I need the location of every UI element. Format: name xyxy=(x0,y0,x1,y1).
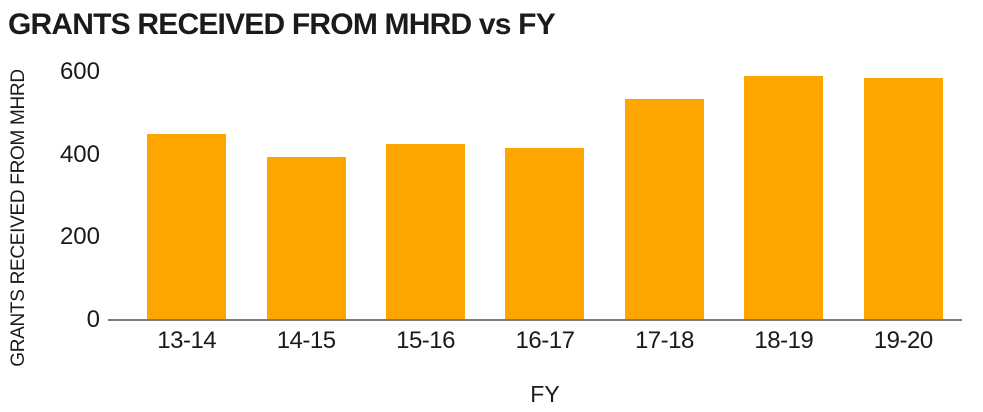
x-axis-ticks: 13-14 14-15 15-16 16-17 17-18 18-19 19-20 xyxy=(127,327,963,355)
chart-title: GRANTS RECEIVED FROM MHRD vs FY xyxy=(8,8,556,41)
x-tick-label: 17-18 xyxy=(634,327,694,354)
bar-band xyxy=(844,72,963,320)
bar-band xyxy=(724,72,843,320)
x-tick-label: 18-19 xyxy=(754,327,814,354)
bar-17-18 xyxy=(624,98,704,320)
plot-area: 0 200 400 600 13-14 14-15 15-16 16-17 17-18 18-1… xyxy=(60,58,963,354)
bar-band xyxy=(127,72,246,320)
bar-14-15 xyxy=(266,156,346,320)
y-tick-label: 200 xyxy=(59,223,100,251)
bar-band xyxy=(605,72,724,320)
x-tick-label: 16-17 xyxy=(515,327,575,354)
bar-15-16 xyxy=(386,144,466,320)
bar-18-19 xyxy=(744,76,824,320)
y-tick-label: 0 xyxy=(86,306,100,333)
x-tick-label: 14-15 xyxy=(276,327,336,354)
bar-band xyxy=(246,72,365,320)
x-axis-title: FY xyxy=(530,381,560,407)
x-tick-label: 15-16 xyxy=(396,327,455,354)
y-axis-ticks: 0 200 400 600 xyxy=(60,58,963,333)
bars-container xyxy=(127,72,963,320)
y-tick-label: 600 xyxy=(59,58,100,85)
bar-13-14 xyxy=(147,134,227,320)
bar-band xyxy=(366,72,485,320)
y-axis-title: GRANTS RECEIVED FROM MHRD xyxy=(8,69,29,367)
bar-16-17 xyxy=(505,148,585,320)
x-tick-label: 13-14 xyxy=(157,327,217,354)
y-tick-label: 400 xyxy=(59,140,100,168)
x-tick-label: 19-20 xyxy=(873,327,933,354)
bar-19-20 xyxy=(863,78,943,320)
bar-band xyxy=(485,72,604,320)
x-axis-line xyxy=(108,319,962,321)
